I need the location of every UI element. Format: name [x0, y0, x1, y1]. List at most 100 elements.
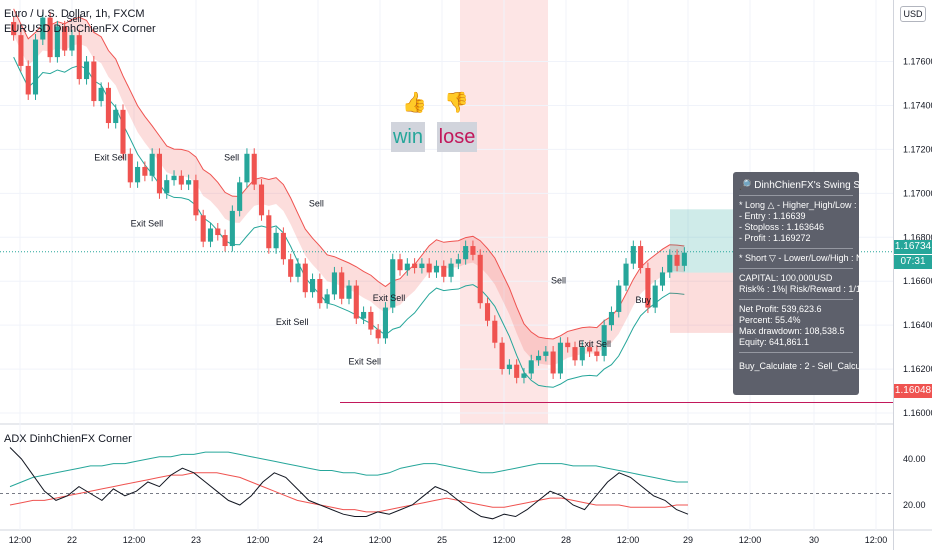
candle-body	[186, 180, 192, 185]
y-tick-label: 1.17600	[903, 57, 932, 67]
adx-y-tick-label: 40.00	[903, 454, 926, 464]
candle-body	[317, 279, 323, 304]
candle-body	[280, 232, 286, 260]
candle-body	[667, 254, 673, 273]
x-tick-label: 30	[809, 535, 819, 545]
panel-long-profit: - Profit : 1.169272	[739, 233, 811, 243]
candle-body	[638, 246, 644, 269]
currency-button[interactable]: USD	[900, 6, 926, 22]
signal-label: Exit Sell	[373, 293, 406, 303]
candle-body	[645, 268, 651, 308]
signal-label: Sell	[224, 152, 239, 162]
candle-body	[193, 180, 199, 216]
candle-body	[25, 65, 31, 95]
candle-body	[62, 26, 68, 51]
candle-body	[11, 21, 17, 36]
y-tick-label: 1.16800	[903, 232, 932, 242]
panel-short-line: * Short ▽ - Lower/Low/High : No	[739, 253, 859, 263]
candle-body	[499, 342, 505, 370]
panel-calc: Buy_Calculate : 2 - Sell_Calculate : 0	[739, 361, 859, 371]
candle-body	[69, 35, 75, 51]
candle-body	[54, 26, 60, 58]
x-tick-label: 25	[437, 535, 447, 545]
y-tick-label: 1.17000	[903, 188, 932, 198]
candle-body	[652, 285, 658, 308]
candle-body	[375, 329, 381, 339]
candle-body	[572, 347, 578, 361]
candle-body	[47, 17, 53, 58]
candle-body	[200, 215, 206, 242]
candle-body	[506, 364, 512, 370]
panel-risk: Risk% : 1%| Risk/Reward : 1/1.05	[739, 284, 859, 294]
candle-body	[273, 232, 279, 249]
adx-y-tick-label: 20.00	[903, 500, 926, 510]
candle-body	[455, 259, 461, 264]
panel-max-drawdown: Max drawdown: 108,538.5	[739, 326, 845, 336]
candle-body	[346, 285, 352, 299]
candle-body	[550, 351, 556, 374]
panel-long-entry: - Entry : 1.16639	[739, 211, 806, 221]
thumbs-down-icon: 👎	[444, 92, 469, 114]
signal-label: Exit Sell	[94, 152, 127, 162]
symbol-title: Euro / U.S. Dollar, 1h, FXCM	[4, 8, 145, 20]
candle-body	[521, 373, 527, 378]
candle-body	[229, 210, 235, 247]
candle-body	[404, 263, 410, 271]
candle-body	[113, 109, 119, 124]
candle-body	[463, 246, 469, 260]
candle-body	[266, 215, 272, 249]
candle-body	[353, 285, 359, 319]
candle-body	[535, 355, 542, 361]
candle-body	[397, 259, 403, 271]
candle-body	[587, 347, 593, 352]
signal-label: Exit Sell	[579, 339, 612, 349]
candle-body	[368, 311, 374, 330]
candle-body	[76, 35, 82, 80]
x-tick-label: 12:00	[247, 535, 270, 545]
signal-label: Sell	[309, 199, 324, 209]
panel-equity: Equity: 641,861.1	[739, 337, 810, 347]
candle-body	[674, 254, 680, 266]
candle-body	[382, 307, 389, 339]
candle-body	[630, 246, 636, 264]
current-price-tag: 1.16734	[894, 240, 932, 254]
candle-body	[681, 252, 687, 266]
y-tick-label: 1.16400	[903, 320, 932, 330]
x-tick-label: 12:00	[493, 535, 516, 545]
thumbs-up-icon: 👍	[402, 92, 427, 114]
candle-body	[295, 263, 301, 277]
candle-body	[302, 263, 308, 293]
candle-body	[156, 153, 163, 194]
y-tick-label: 1.17400	[903, 100, 932, 110]
adx-indicator-title: ADX DinhChienFX Corner	[4, 433, 132, 445]
candle-body	[659, 272, 666, 286]
candle-body	[557, 342, 563, 374]
candle-body	[484, 303, 491, 321]
lose-label: lose	[437, 122, 477, 152]
y-tick-label: 1.16000	[903, 408, 932, 418]
candle-body	[419, 263, 425, 269]
x-tick-label: 12:00	[739, 535, 762, 545]
adx-series-line	[9, 451, 688, 488]
candle-body	[608, 311, 615, 326]
candle-body	[142, 166, 148, 176]
candle-body	[178, 175, 184, 185]
candle-body	[309, 279, 316, 293]
candle-body	[579, 347, 585, 361]
candle-body	[361, 311, 367, 319]
countdown-tag: 07:31	[894, 255, 932, 269]
candle-body	[258, 184, 265, 216]
resistance-band	[13, 8, 685, 366]
candle-body	[426, 263, 432, 273]
long-profit-zone	[670, 209, 734, 273]
candle-body	[601, 325, 607, 356]
win-label: win	[391, 122, 425, 152]
signal-label: Exit Sell	[276, 317, 309, 327]
y-tick-label: 1.17200	[903, 144, 932, 154]
y-tick-label: 1.16600	[903, 276, 932, 286]
candle-body	[331, 272, 337, 295]
candle-body	[565, 342, 571, 348]
adx-series-line	[9, 447, 689, 520]
candle-body	[514, 364, 520, 378]
panel-long-stoploss: - Stoploss : 1.163646	[739, 222, 825, 232]
